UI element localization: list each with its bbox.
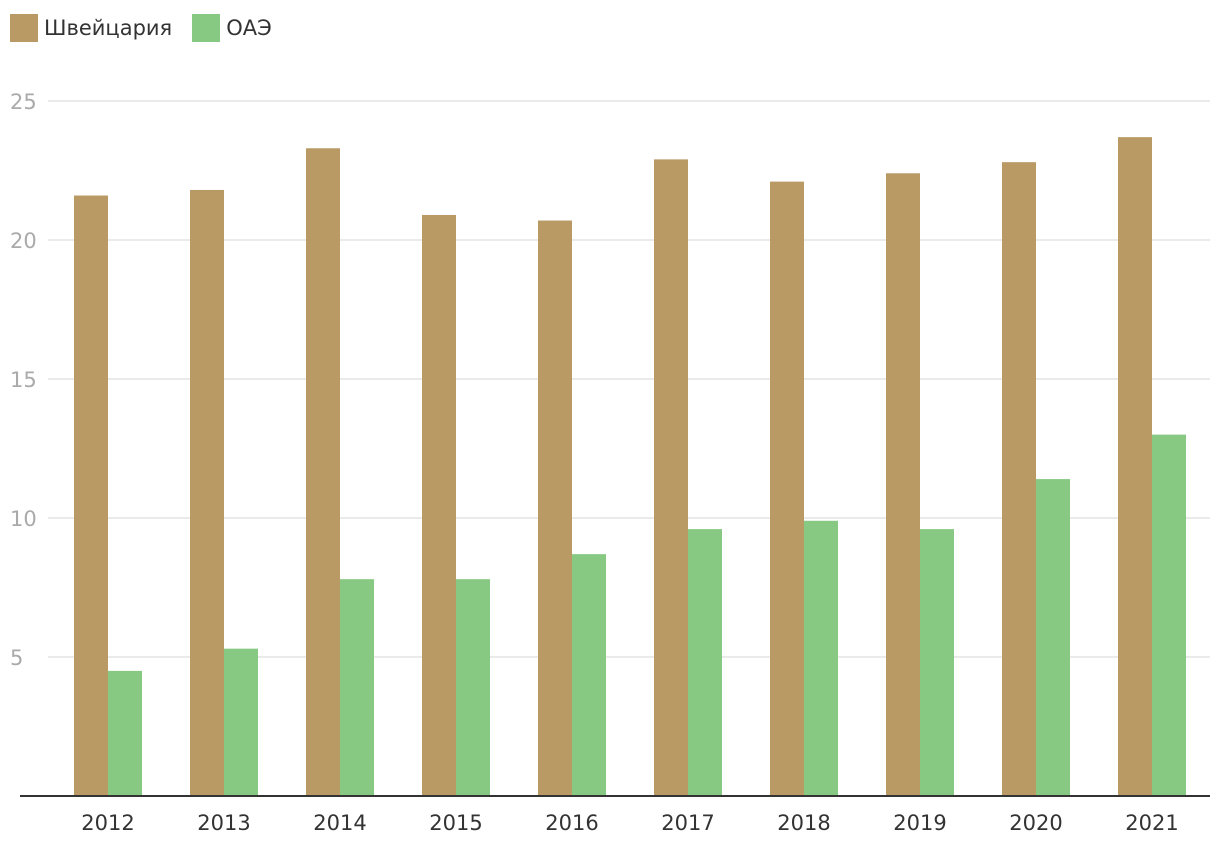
bar-switzerland-2015 <box>422 214 456 797</box>
x-tick-label-2015: 2015 <box>429 811 482 835</box>
legend-label-switzerland: Швейцария <box>44 16 173 40</box>
legend-label-uae: ОАЭ <box>226 16 272 40</box>
y-tick-label-20: 20 <box>10 229 37 253</box>
legend-swatch-switzerland <box>10 14 38 42</box>
bar-uae-2019 <box>920 529 954 796</box>
bar-uae-2013 <box>224 648 258 796</box>
x-tick-label-2013: 2013 <box>197 811 250 835</box>
y-tick-label-25: 25 <box>10 90 37 114</box>
bar-switzerland-2019 <box>886 173 920 796</box>
x-tick-label-2014: 2014 <box>313 811 366 835</box>
legend-swatch-uae <box>192 14 221 42</box>
bar-uae-2012 <box>108 670 142 796</box>
y-tick-label-5: 5 <box>10 646 23 670</box>
bar-uae-2017 <box>688 529 722 796</box>
bar-switzerland-2017 <box>654 159 688 796</box>
legend-item-switzerland: Швейцария <box>10 14 172 42</box>
legend-item-uae: ОАЭ <box>192 14 272 42</box>
y-tick-label-10: 10 <box>10 507 37 531</box>
x-tick-label-2016: 2016 <box>545 811 598 835</box>
chart-legend: Швейцария ОАЭ <box>10 14 292 42</box>
bar-switzerland-2016 <box>538 220 572 797</box>
bar-switzerland-2020 <box>1002 162 1036 796</box>
x-tick-label-2012: 2012 <box>81 811 134 835</box>
bar-switzerland-2021 <box>1118 137 1152 796</box>
x-tick-label-2019: 2019 <box>893 811 946 835</box>
x-tick-label-2017: 2017 <box>661 811 714 835</box>
x-tick-label-2021: 2021 <box>1125 811 1178 835</box>
bar-uae-2014 <box>340 579 374 796</box>
bar-switzerland-2013 <box>190 189 224 796</box>
bar-uae-2018 <box>804 520 838 796</box>
bar-switzerland-2012 <box>74 195 108 796</box>
bar-switzerland-2018 <box>770 181 804 796</box>
bar-uae-2015 <box>456 579 490 796</box>
x-tick-label-2018: 2018 <box>777 811 830 835</box>
bar-uae-2016 <box>572 554 606 796</box>
bar-uae-2020 <box>1036 479 1070 796</box>
bar-uae-2021 <box>1152 434 1186 796</box>
y-tick-label-15: 15 <box>10 368 37 392</box>
x-tick-label-2020: 2020 <box>1009 811 1062 835</box>
bar-switzerland-2014 <box>306 148 340 796</box>
